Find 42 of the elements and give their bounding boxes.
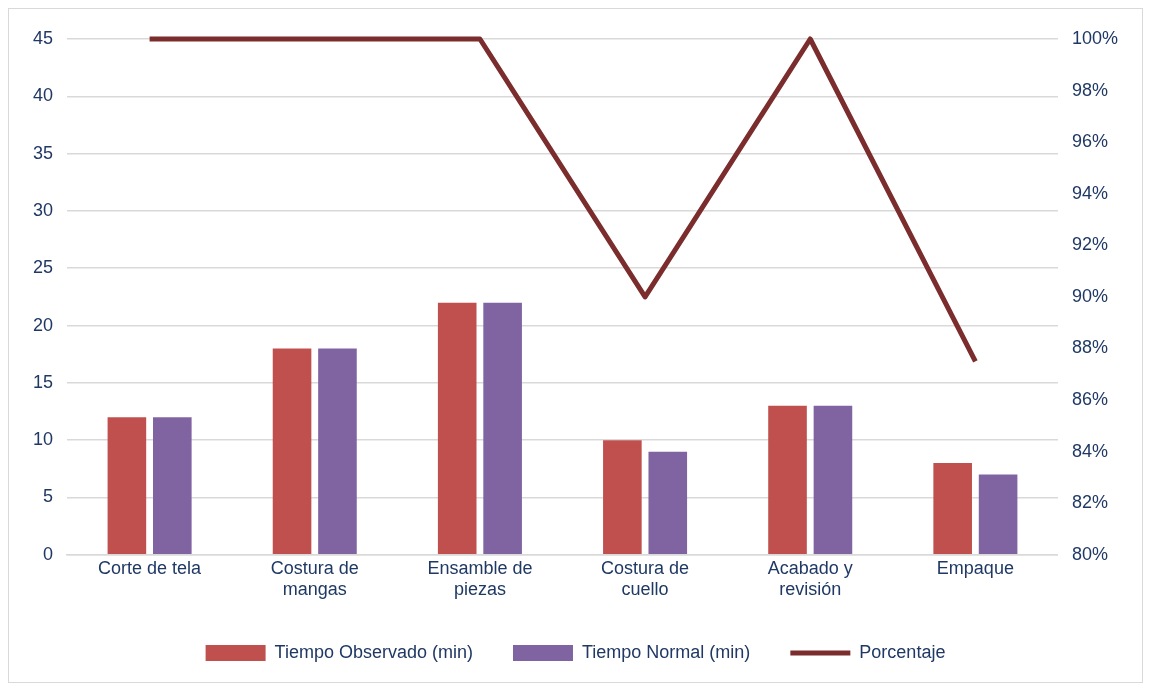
y-tick-label: 40	[32, 85, 54, 106]
bar	[768, 405, 807, 555]
y2-tick-label: 90%	[1071, 285, 1108, 306]
x-tick-label: Empaque	[936, 557, 1014, 578]
bar	[648, 451, 688, 555]
x-tick-label: Acabado y revisión	[767, 557, 853, 600]
y-tick-label: 35	[32, 142, 54, 163]
x-tick-label: Costura de mangas	[270, 557, 359, 600]
bar	[318, 348, 357, 555]
y2-tick-label: 92%	[1071, 234, 1108, 255]
y-tick-label: 25	[32, 257, 54, 278]
bar	[437, 302, 477, 555]
x-tick-label: Costura de cuello	[601, 557, 690, 600]
y2-tick-label: 82%	[1071, 492, 1108, 513]
bar	[933, 463, 972, 555]
y-tick-label: 30	[32, 199, 54, 220]
bar	[978, 474, 1018, 555]
bar	[153, 417, 192, 555]
x-tick-label: Ensamble de piezas	[427, 557, 533, 600]
y-tick-label: 20	[32, 314, 54, 335]
y-tick-label: 0	[43, 543, 54, 564]
y-tick-label: 10	[32, 429, 54, 450]
y2-tick-label: 88%	[1071, 337, 1108, 358]
x-tick-label: Corte de tela	[98, 557, 203, 578]
y2-tick-label: 98%	[1071, 79, 1108, 100]
y-tick-label: 45	[32, 27, 54, 48]
y2-tick-label: 100%	[1071, 27, 1119, 48]
legend-label: Tiempo Observado (min)	[274, 641, 473, 662]
bar	[107, 417, 147, 555]
y2-tick-label: 80%	[1071, 543, 1108, 564]
legend-label: Tiempo Normal (min)	[581, 641, 751, 662]
bar	[813, 405, 853, 555]
bar	[272, 348, 312, 555]
legend-label: Porcentaje	[859, 641, 946, 662]
y-tick-label: 5	[43, 486, 54, 507]
y-tick-label: 15	[32, 371, 54, 392]
y2-tick-label: 84%	[1071, 440, 1108, 461]
bar	[483, 302, 522, 555]
y2-tick-label: 94%	[1071, 182, 1108, 203]
bar	[603, 440, 642, 555]
y2-tick-label: 96%	[1071, 131, 1108, 152]
y2-tick-label: 86%	[1071, 389, 1108, 410]
